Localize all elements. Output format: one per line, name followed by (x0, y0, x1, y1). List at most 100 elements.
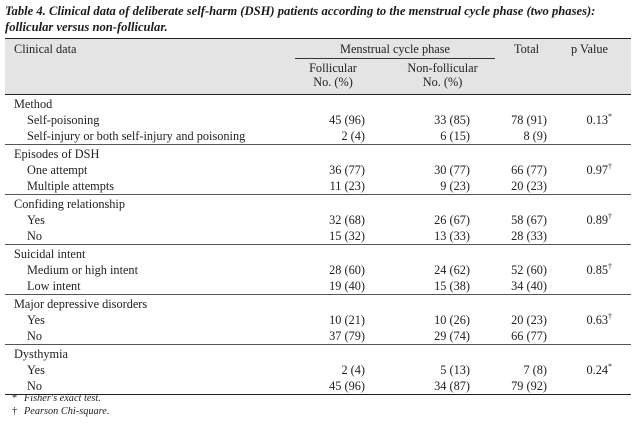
p-value-cell: 0.24* (586, 362, 612, 378)
non-follicular-value: 10 (26) (434, 313, 470, 327)
total-value: 20 (23) (511, 313, 547, 327)
table-row: Self-poisoning 45 (96) 33 (85) 78 (91) 0.13* (5, 112, 631, 128)
follicular-value: 45 (96) (329, 379, 365, 393)
p-value-footnote-mark: † (608, 212, 612, 221)
follicular-value: 2 (4) (341, 129, 365, 143)
p-value: 0.13 (586, 113, 608, 127)
table-row: Yes 32 (68) 26 (67) 58 (67) 0.89† (5, 212, 631, 228)
header-follicular: Follicular No. (%) (288, 61, 378, 89)
follicular-value: 19 (40) (329, 279, 365, 293)
header-clinical-data: Clinical data (14, 42, 77, 56)
row-group: Method Self-poisoning 45 (96) 33 (85) 78 (91… (5, 95, 631, 144)
non-follicular-value: 9 (23) (440, 179, 470, 193)
row-label: Self-injury or both self-injury and pois… (27, 129, 246, 143)
p-value-footnote-mark: † (608, 262, 612, 271)
phase-divider (295, 58, 495, 59)
follicular-unit: No. (%) (313, 75, 353, 89)
table-body: Method Self-poisoning 45 (96) 33 (85) 78 (91… (5, 95, 631, 394)
row-label: Low intent (27, 279, 81, 293)
clinical-data-table: Clinical data Menstrual cycle phase Tota… (5, 38, 631, 395)
row-group: Suicidal intent Medium or high intent 28 (… (5, 244, 631, 294)
total-value: 34 (40) (511, 279, 547, 293)
total-value: 52 (60) (511, 263, 547, 277)
follicular-value: 37 (79) (329, 329, 365, 343)
footnote-text: Fisher's exact test. (24, 393, 101, 404)
row-label: Yes (27, 313, 45, 327)
follicular-value: 15 (32) (329, 229, 365, 243)
total-value: 79 (92) (511, 379, 547, 393)
p-value: 0.97 (586, 163, 608, 177)
follicular-value: 32 (68) (329, 213, 365, 227)
header-p-value: p Value (571, 42, 608, 56)
table-row: One attempt 36 (77) 30 (77) 66 (77) 0.97† (5, 162, 631, 178)
footnote-mark: † (12, 406, 18, 417)
table-bottom-rule (5, 394, 631, 395)
row-label: Yes (27, 213, 45, 227)
group-title: Suicidal intent (14, 247, 86, 261)
non-follicular-value: 30 (77) (434, 163, 470, 177)
p-value-cell: 0.97† (586, 162, 612, 178)
p-value-cell: 0.13* (586, 112, 612, 128)
row-group: Major depressive disorders Yes 10 (21) 10 (… (5, 294, 631, 344)
row-label: Yes (27, 363, 45, 377)
total-value: 66 (77) (511, 163, 547, 177)
row-label: Medium or high intent (27, 263, 139, 277)
table-row: Yes 2 (4) 5 (13) 7 (8) 0.24* (5, 362, 631, 378)
p-value-cell: 0.63† (586, 312, 612, 328)
group-title: Dysthymia (14, 347, 68, 361)
total-value: 8 (9) (523, 129, 547, 143)
table-row: No 45 (96) 34 (87) 79 (92) (5, 378, 631, 394)
follicular-value: 28 (60) (329, 263, 365, 277)
p-value-cell: 0.89† (586, 212, 612, 228)
row-label: One attempt (27, 163, 88, 177)
row-label: No (27, 229, 43, 243)
follicular-value: 10 (21) (329, 313, 365, 327)
non-follicular-value: 13 (33) (434, 229, 470, 243)
p-value-footnote-mark: † (608, 162, 612, 171)
non-follicular-value: 15 (38) (434, 279, 470, 293)
table-row: Low intent 19 (40) 15 (38) 34 (40) (5, 278, 631, 294)
total-value: 66 (77) (511, 329, 547, 343)
table-header: Clinical data Menstrual cycle phase Tota… (5, 38, 631, 95)
footnote-mark: * (12, 393, 18, 404)
non-follicular-value: 26 (67) (434, 213, 470, 227)
table-row: Self-injury or both self-injury and pois… (5, 128, 631, 144)
total-value: 7 (8) (523, 363, 547, 377)
row-group: Episodes of DSH One attempt 36 (77) 30 (77)… (5, 144, 631, 194)
row-group: Dysthymia Yes 2 (4) 5 (13) 7 (8) 0.24* No 45 (9… (5, 344, 631, 394)
p-value: 0.85 (586, 263, 608, 277)
table-row: Medium or high intent 28 (60) 24 (62) 52 (6… (5, 262, 631, 278)
footnote: * Fisher's exact test. (12, 393, 101, 405)
table-row: Multiple attempts 11 (23) 9 (23) 20 (23) (5, 178, 631, 194)
group-title: Method (14, 97, 53, 111)
table-row: No 37 (79) 29 (74) 66 (77) (5, 328, 631, 344)
non-follicular-value: 29 (74) (434, 329, 470, 343)
table-caption: Table 4. Clinical data of deliberate sel… (5, 4, 596, 34)
non-follicular-label: Non-follicular (407, 61, 478, 75)
footnote: † Pearson Chi-square. (12, 406, 109, 418)
row-label: Multiple attempts (27, 179, 115, 193)
row-label: Self-poisoning (27, 113, 100, 127)
p-value: 0.63 (586, 313, 608, 327)
total-value: 58 (67) (511, 213, 547, 227)
group-title: Major depressive disorders (14, 297, 148, 311)
footnote-text: Pearson Chi-square. (24, 406, 110, 417)
non-follicular-value: 33 (85) (434, 113, 470, 127)
total-value: 20 (23) (511, 179, 547, 193)
group-title: Confiding relationship (14, 197, 126, 211)
non-follicular-value: 6 (15) (440, 129, 470, 143)
p-value: 0.24 (586, 363, 608, 377)
total-value: 28 (33) (511, 229, 547, 243)
table-row: Yes 10 (21) 10 (26) 20 (23) 0.63† (5, 312, 631, 328)
total-value: 78 (91) (511, 113, 547, 127)
p-value: 0.89 (586, 213, 608, 227)
p-value-footnote-mark: † (608, 312, 612, 321)
non-follicular-value: 24 (62) (434, 263, 470, 277)
row-group: Confiding relationship Yes 32 (68) 26 (67) 5… (5, 194, 631, 244)
non-follicular-value: 5 (13) (440, 363, 470, 377)
follicular-value: 45 (96) (329, 113, 365, 127)
header-non-follicular: Non-follicular No. (%) (390, 61, 495, 89)
table-row: No 15 (32) 13 (33) 28 (33) (5, 228, 631, 244)
row-label: No (27, 379, 43, 393)
follicular-value: 2 (4) (341, 363, 365, 377)
